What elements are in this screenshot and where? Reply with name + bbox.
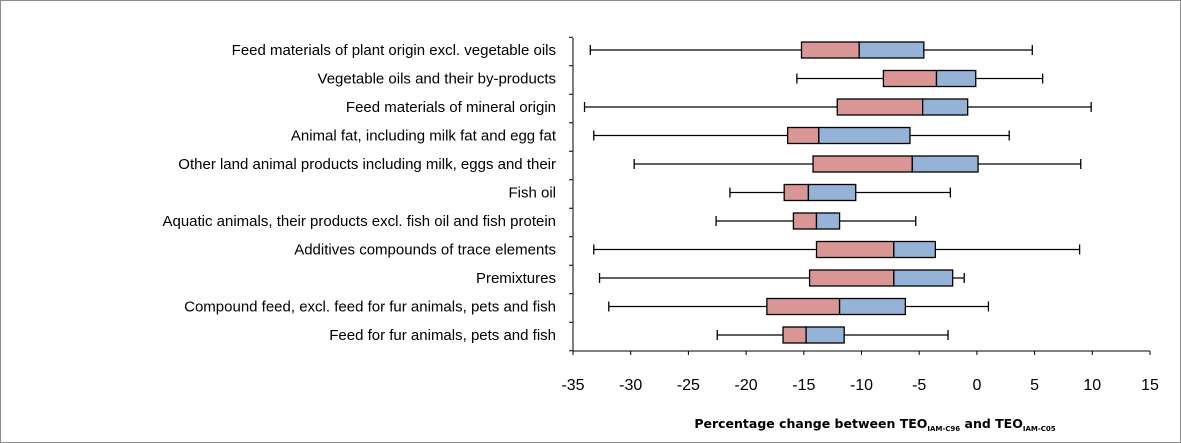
box-upper-median-q3 [922, 98, 969, 116]
x-axis-title-sub1: IAM-C96 [927, 425, 960, 433]
category-labels: Feed materials of plant origin excl. veg… [162, 42, 556, 344]
x-tick-label: -20 [735, 377, 758, 394]
x-tick-label: -10 [850, 377, 873, 394]
axes [569, 36, 1151, 355]
box-lower-q1-median [783, 183, 810, 202]
box-upper-median-q3 [935, 69, 977, 88]
box-upper-median-q3 [858, 41, 925, 59]
x-tick-label: 5 [1030, 377, 1039, 394]
box-lower-q1-median [836, 98, 924, 116]
category-label: Vegetable oils and their by-products [318, 71, 556, 88]
category-label: Fish oil [508, 185, 556, 202]
box-lower-q1-median [800, 41, 860, 59]
x-axis-title: Percentage change between TEOIAM-C96 and… [694, 416, 1055, 433]
box-upper-median-q3 [893, 269, 954, 287]
box-lower-q1-median [812, 155, 913, 173]
x-tick-label: -30 [619, 377, 642, 394]
x-tick-labels: -35 -30 -25 -20 -15 -10 -5 0 5 10 15 [561, 377, 1159, 394]
x-tick-label: -25 [677, 377, 700, 394]
category-label: Animal fat, including milk fat and egg f… [291, 128, 557, 145]
category-label: Feed materials of plant origin excl. veg… [232, 42, 556, 59]
x-axis-title-mid: and TEO [960, 416, 1023, 431]
box-lower-q1-median [766, 297, 841, 316]
x-tick-label: 0 [972, 377, 981, 394]
box-upper-median-q3 [911, 155, 979, 173]
x-tick-label: 15 [1141, 377, 1159, 394]
box-lower-q1-median [815, 240, 895, 259]
category-label: Feed for fur animals, pets and fish [329, 327, 556, 344]
box-lower-q1-median [808, 269, 895, 287]
x-tick-label: 10 [1083, 377, 1101, 394]
x-tick-label: -5 [912, 377, 926, 394]
box-upper-median-q3 [805, 326, 845, 344]
category-label: Aquatic animals, their products excl. fi… [162, 213, 556, 230]
box-upper-median-q3 [818, 126, 911, 145]
category-label: Compound feed, excl. feed for fur animal… [184, 299, 556, 316]
x-axis-title-sub2: IAM-C05 [1023, 425, 1056, 433]
category-label: Feed materials of mineral origin [346, 99, 556, 116]
category-label: Additives compounds of trace elements [294, 242, 556, 259]
x-axis-title-main: Percentage change between TEO [694, 416, 927, 431]
boxes [766, 41, 979, 344]
box-lower-q1-median [786, 126, 820, 145]
box-lower-q1-median [782, 326, 807, 344]
box-upper-median-q3 [838, 297, 907, 316]
box-upper-median-q3 [807, 183, 857, 202]
box-lower-q1-median [792, 212, 818, 230]
x-tick-label: -15 [792, 377, 815, 394]
box-upper-median-q3 [815, 212, 841, 230]
box-upper-median-q3 [893, 240, 937, 259]
x-tick-label: -35 [561, 377, 584, 394]
category-label: Other land animal products including mil… [178, 156, 556, 173]
box-lower-q1-median [882, 69, 938, 88]
category-label: Premixtures [476, 270, 556, 287]
